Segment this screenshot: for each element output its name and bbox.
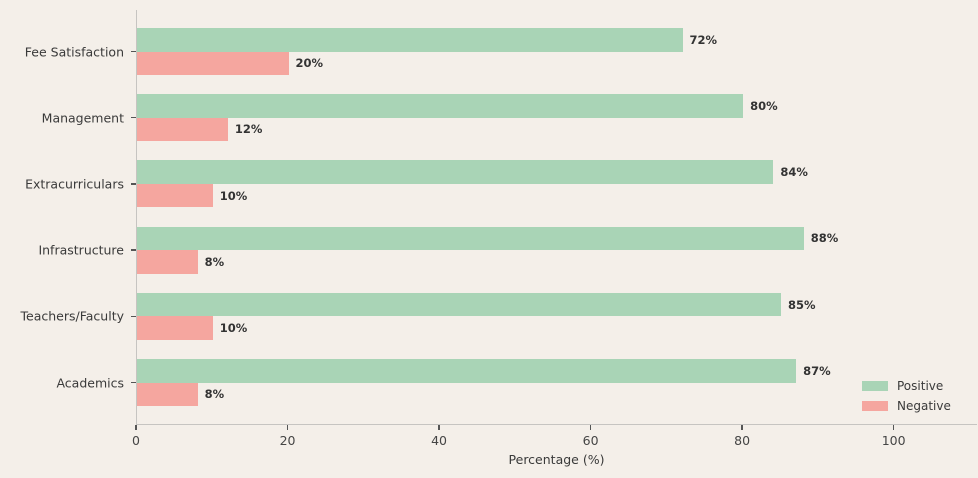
value-label-negative-teachers-faculty: 10% [219,321,248,336]
category-label-teachers-faculty: Teachers/Faculty [20,308,124,324]
y-tick-fee-satisfaction [130,50,136,53]
x-tick-label-60: 60 [582,433,599,448]
x-tick-mark-20 [286,425,289,430]
bar-positive-infrastructure [137,226,804,251]
category-label-fee-satisfaction: Fee Satisfaction [24,44,124,59]
bar-negative-academics [137,382,198,406]
bar-positive-academics [137,359,797,383]
legend-label-negative: Negative [897,399,951,413]
x-tick-mark-40 [438,425,440,430]
x-tick-label-40: 40 [431,433,448,448]
category-label-management: Management [41,110,124,126]
bar-negative-extracurriculars [137,183,213,208]
bar-positive-teachers-faculty [137,292,781,317]
category-label-academics: Academics [56,375,124,390]
bar-negative-teachers-faculty [137,316,213,340]
bar-negative-management [137,117,228,142]
bar-positive-fee-satisfaction [137,28,683,52]
legend-swatch-negative [862,401,888,411]
legend-entry-positive: Positive [862,376,951,396]
x-tick-mark-60 [589,425,592,430]
category-label-extracurriculars: Extracurriculars [25,176,124,192]
value-label-negative-infrastructure: 8% [204,254,225,269]
bar-negative-infrastructure [137,250,198,274]
value-label-positive-teachers-faculty: 85% [788,297,816,312]
value-label-negative-management: 12% [234,122,263,137]
value-label-positive-infrastructure: 88% [810,231,839,246]
x-tick-mark-0 [135,425,137,430]
category-label-infrastructure: Infrastructure [38,242,124,258]
y-tick-extracurriculars [130,183,136,185]
x-tick-label-100: 100 [881,433,906,448]
y-tick-infrastructure [130,249,136,251]
bar-positive-management [137,94,744,118]
plot-area: 72% 20% 80% 12% 84% 10% 88% 8% 85% 10% 87% 8% [130,10,977,425]
value-label-positive-extracurriculars: 84% [780,165,808,180]
x-tick-mark-80 [741,425,743,430]
x-tick-label-0: 0 [132,433,140,448]
x-tick-mark-100 [892,425,895,430]
x-tick-label-80: 80 [734,433,751,448]
x-tick-label-20: 20 [279,433,296,448]
value-label-positive-fee-satisfaction: 72% [689,32,718,47]
value-label-positive-academics: 87% [803,363,831,378]
legend-entry-negative: Negative [862,396,951,416]
value-label-negative-fee-satisfaction: 20% [295,56,324,71]
legend-label-positive: Positive [897,379,944,393]
value-label-negative-extracurriculars: 10% [219,188,248,203]
y-tick-teachers-faculty [130,315,136,318]
y-tick-management [130,116,136,119]
value-label-positive-management: 80% [750,98,778,113]
x-axis-title: Percentage (%) [508,452,605,467]
y-tick-academics [130,381,136,384]
legend-swatch-positive [862,381,888,391]
bar-negative-fee-satisfaction [137,51,289,75]
value-label-negative-academics: 8% [204,387,225,402]
legend: Positive Negative [862,376,951,416]
bar-positive-extracurriculars [137,160,774,184]
